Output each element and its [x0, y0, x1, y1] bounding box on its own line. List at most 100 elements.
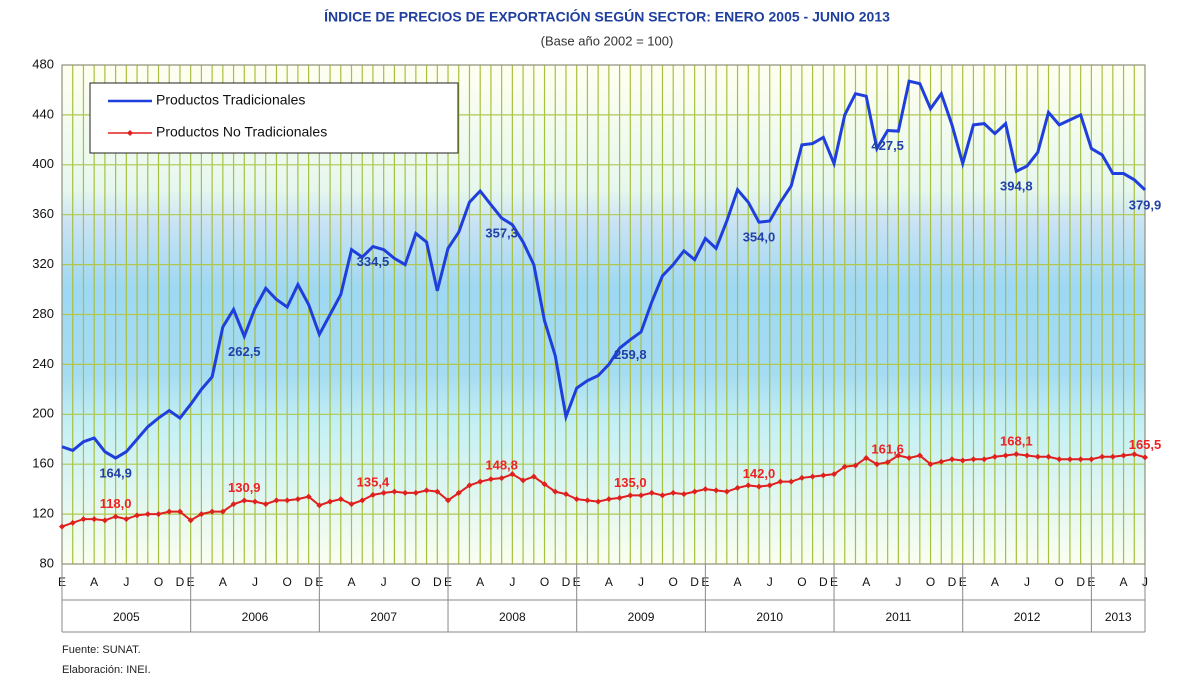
x-tick-label: A [1120, 575, 1128, 589]
point-marker [530, 473, 537, 480]
point-marker [691, 488, 698, 495]
data-label: 379,9 [1129, 197, 1162, 212]
x-tick-label: O [540, 575, 549, 589]
x-tick-label: D [176, 575, 185, 589]
point-marker [101, 517, 108, 524]
x-tick-label: J [252, 575, 258, 589]
data-label: 262,5 [228, 344, 261, 359]
point-marker [734, 484, 741, 491]
point-marker [520, 477, 527, 484]
y-tick-label: 360 [32, 206, 54, 221]
legend-box [89, 82, 459, 154]
x-tick-label: D [948, 575, 957, 589]
point-marker [927, 461, 934, 468]
point-marker [402, 489, 409, 496]
point-marker [616, 494, 623, 501]
point-marker [262, 501, 269, 508]
data-label: 142,0 [743, 466, 776, 481]
x-tick-label: J [638, 575, 644, 589]
point-marker [176, 508, 183, 515]
plot-border [61, 64, 1146, 565]
y-tick-label: 200 [32, 406, 54, 421]
point-marker [573, 496, 580, 503]
data-label: 394,8 [1000, 179, 1033, 194]
point-marker [112, 513, 119, 520]
point-marker [1142, 454, 1148, 461]
data-label: 168,1 [1000, 434, 1033, 449]
x-tick-label: A [991, 575, 999, 589]
x-tick-label: O [411, 575, 420, 589]
y-tick-label: 400 [32, 156, 54, 171]
x-tick-label: J [381, 575, 387, 589]
chart-title: ÍNDICE DE PRECIOS DE EXPORTACIÓN SEGÚN S… [324, 8, 890, 25]
data-label: 259,8 [614, 347, 647, 362]
x-tick-label: A [219, 575, 227, 589]
point-marker [80, 516, 87, 523]
point-marker [884, 459, 891, 466]
point-marker [981, 456, 988, 463]
data-label: 135,4 [357, 474, 390, 489]
point-marker [477, 478, 484, 485]
x-tick-label: D [562, 575, 571, 589]
data-label: 164,9 [99, 466, 132, 481]
data-label: 354,0 [743, 230, 776, 245]
chart-subtitle: (Base año 2002 = 100) [541, 33, 674, 48]
point-marker [1002, 452, 1009, 459]
point-marker [831, 471, 838, 478]
point-marker [959, 457, 966, 464]
x-tick-label: O [1055, 575, 1064, 589]
x-tick-label: A [476, 575, 484, 589]
x-tick-label: A [90, 575, 98, 589]
x-tick-label: A [862, 575, 870, 589]
x-tick-label: J [767, 575, 773, 589]
point-marker [777, 478, 784, 485]
point-marker [316, 502, 323, 509]
point-marker [434, 488, 441, 495]
y-tick-label: 280 [32, 306, 54, 321]
point-marker [648, 489, 655, 496]
point-marker [552, 488, 559, 495]
point-marker [541, 481, 548, 488]
x-tick-label: A [348, 575, 356, 589]
point-marker [895, 452, 902, 459]
year-label: 2009 [628, 610, 655, 624]
point-marker [970, 456, 977, 463]
point-marker [627, 492, 634, 499]
point-marker [412, 489, 419, 496]
x-tick-label: O [797, 575, 806, 589]
point-marker [562, 491, 569, 498]
point-marker [1077, 456, 1084, 463]
point-marker [466, 482, 473, 489]
y-tick-label: 160 [32, 456, 54, 471]
point-marker [702, 486, 709, 493]
point-marker [487, 476, 494, 483]
x-tick-label: J [1142, 575, 1148, 589]
year-label: 2013 [1105, 610, 1132, 624]
source-note: Elaboración: INEI. [62, 664, 151, 676]
point-marker [605, 496, 612, 503]
point-marker [1109, 453, 1116, 460]
point-marker [745, 482, 752, 489]
point-marker [359, 497, 366, 504]
x-tick-label: O [154, 575, 163, 589]
point-marker [123, 516, 130, 523]
point-marker [209, 508, 216, 515]
point-marker [1066, 456, 1073, 463]
x-tick-label: D [304, 575, 313, 589]
point-marker [337, 496, 344, 503]
data-label: 135,0 [614, 475, 647, 490]
point-marker [916, 452, 923, 459]
point-marker [423, 487, 430, 494]
data-label: 427,5 [871, 138, 904, 153]
point-marker [948, 456, 955, 463]
legend-marker [127, 130, 133, 136]
point-marker [144, 511, 151, 518]
point-marker [1034, 453, 1041, 460]
x-tick-label: D [819, 575, 828, 589]
point-marker [841, 463, 848, 470]
point-marker [1088, 456, 1095, 463]
year-label: 2007 [370, 610, 397, 624]
point-marker [638, 492, 645, 499]
y-tick-label: 80 [40, 555, 54, 570]
point-marker [445, 497, 452, 504]
